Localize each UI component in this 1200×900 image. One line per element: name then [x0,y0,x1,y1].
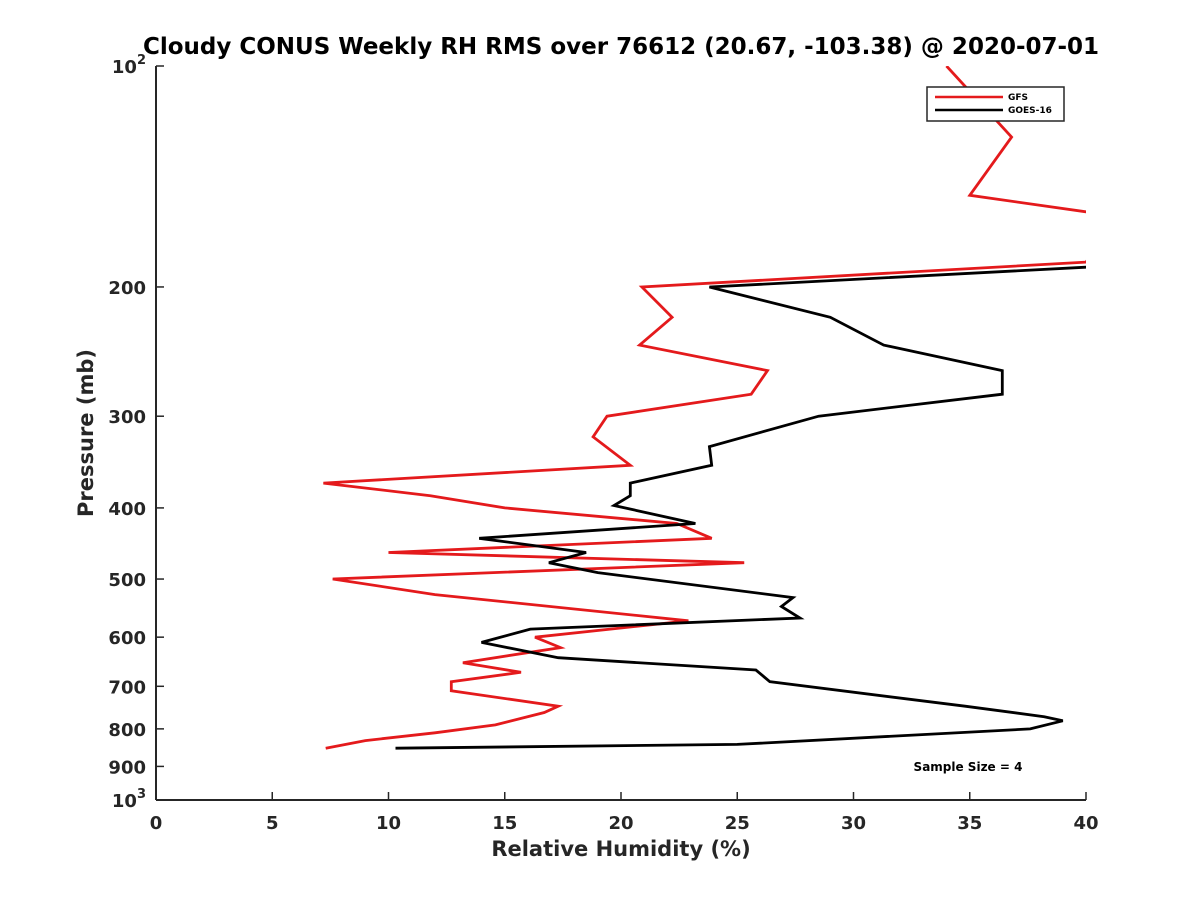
y-tick-label: 200 [108,278,146,299]
legend-label-goes16: GOES-16 [1008,106,1052,116]
x-ticks: 0 5 10 15 20 25 30 35 40 [150,792,1099,834]
x-tick-label: 40 [1073,813,1098,834]
legend-label-gfs: GFS [1008,93,1028,103]
y-tick-label: 300 [108,407,146,428]
x-tick-label: 10 [376,813,401,834]
y-ticks: 102 200 300 400 500 600 700 800 900 103 [108,53,164,812]
x-tick-label: 15 [492,813,517,834]
y-tick-label: 700 [108,677,146,698]
x-tick-label: 20 [608,813,633,834]
series-layer [323,66,1086,750]
y-tick-label: 103 [112,787,146,812]
y-tick-label: 102 [112,53,146,78]
x-tick-label: 30 [841,813,866,834]
y-tick-label: 600 [108,628,146,649]
y-tick-label: 400 [108,499,146,520]
legend-box [926,86,1065,122]
legend: GFS GOES-16 [926,86,1065,122]
y-tick-label: 500 [108,570,146,591]
chart-title: Cloudy CONUS Weekly RH RMS over 76612 (2… [143,34,1099,60]
x-tick-label: 5 [266,813,279,834]
x-tick-label: 25 [725,813,750,834]
sample-size-annotation: Sample Size = 4 [914,760,1023,774]
series-line-gfs [323,66,1086,750]
series-line-goes-16 [395,265,1086,750]
x-axis-label: Relative Humidity (%) [491,837,750,861]
y-tick-label: 900 [108,757,146,778]
y-axis-label: Pressure (mb) [74,349,98,517]
x-tick-label: 35 [957,813,982,834]
y-tick-label: 800 [108,720,146,741]
x-tick-label: 0 [150,813,163,834]
